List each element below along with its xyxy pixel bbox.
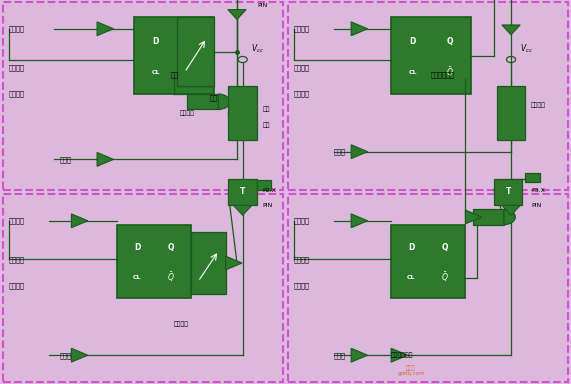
Text: 读引脚: 读引脚 [60, 156, 72, 163]
Text: Q: Q [190, 37, 196, 46]
Polygon shape [502, 25, 520, 35]
FancyBboxPatch shape [257, 180, 271, 190]
Polygon shape [465, 210, 482, 224]
Text: T: T [505, 187, 511, 197]
Polygon shape [228, 10, 246, 20]
Polygon shape [97, 152, 114, 166]
Polygon shape [351, 145, 368, 159]
Text: 电器网
gddq.com: 电器网 gddq.com [397, 365, 425, 376]
Text: 读锁存器: 读锁存器 [294, 217, 310, 224]
Text: 内部总线: 内部总线 [294, 64, 310, 71]
Text: Q: Q [447, 37, 453, 46]
Text: 读锁存器: 读锁存器 [9, 25, 25, 32]
Text: CL: CL [407, 275, 416, 280]
Text: 控制: 控制 [210, 94, 218, 101]
Text: CL: CL [408, 70, 417, 75]
Text: 内部总线: 内部总线 [9, 64, 25, 71]
Text: 多路开关: 多路开关 [180, 111, 195, 116]
Text: $\bar{Q}$: $\bar{Q}$ [167, 270, 175, 284]
Text: 内部总线: 内部总线 [294, 256, 310, 263]
FancyBboxPatch shape [525, 173, 540, 182]
Polygon shape [234, 205, 252, 215]
Text: D: D [408, 243, 415, 253]
Text: 读引脚: 读引脚 [60, 352, 72, 359]
Text: Q: Q [168, 243, 175, 253]
Text: P2.X: P2.X [263, 187, 276, 193]
Text: 写锁存器: 写锁存器 [9, 283, 25, 290]
Polygon shape [226, 256, 242, 270]
Text: Q: Q [442, 243, 449, 253]
Text: 写锁存器: 写锁存器 [294, 91, 310, 98]
Text: 读引脚: 读引脚 [334, 352, 346, 359]
Text: 多路开关: 多路开关 [174, 322, 189, 327]
Polygon shape [228, 113, 246, 123]
Text: $V_{cc}$: $V_{cc}$ [520, 42, 533, 55]
Polygon shape [351, 348, 368, 362]
Text: CL: CL [151, 70, 160, 75]
Text: PIN: PIN [257, 3, 267, 8]
Text: 内部: 内部 [263, 107, 270, 112]
Text: 地址: 地址 [170, 71, 178, 78]
Text: 读锁存器: 读锁存器 [294, 25, 310, 32]
FancyBboxPatch shape [117, 225, 191, 298]
Text: $\bar{Q}$: $\bar{Q}$ [441, 270, 449, 284]
Text: 内部提升: 内部提升 [531, 103, 546, 108]
Text: D: D [409, 37, 416, 46]
FancyBboxPatch shape [228, 86, 257, 140]
Wedge shape [504, 209, 516, 225]
FancyBboxPatch shape [288, 2, 568, 190]
Polygon shape [71, 214, 88, 228]
FancyBboxPatch shape [228, 179, 257, 205]
Text: 第二输出功能: 第二输出功能 [431, 71, 455, 78]
FancyBboxPatch shape [3, 194, 283, 382]
Text: T: T [240, 187, 246, 197]
FancyBboxPatch shape [288, 194, 568, 382]
FancyBboxPatch shape [3, 2, 283, 190]
Text: 写锁存器: 写锁存器 [9, 91, 25, 98]
FancyBboxPatch shape [494, 179, 522, 205]
Text: 内部总线: 内部总线 [9, 256, 25, 263]
Wedge shape [218, 94, 230, 109]
Text: $\bar{Q}$: $\bar{Q}$ [188, 66, 196, 79]
Polygon shape [351, 22, 368, 36]
Text: CL: CL [133, 275, 142, 280]
Polygon shape [502, 205, 520, 215]
Text: PIN: PIN [531, 203, 541, 208]
Polygon shape [391, 348, 408, 362]
FancyBboxPatch shape [391, 17, 471, 94]
FancyBboxPatch shape [134, 17, 214, 94]
Polygon shape [97, 22, 114, 36]
Text: 读锁存器: 读锁存器 [9, 217, 25, 224]
FancyBboxPatch shape [191, 232, 226, 294]
FancyBboxPatch shape [497, 86, 525, 140]
Text: 写锁存器: 写锁存器 [294, 283, 310, 290]
Text: $V_{cc}$: $V_{cc}$ [251, 42, 264, 55]
Text: 读引脚: 读引脚 [334, 148, 346, 155]
FancyBboxPatch shape [391, 225, 465, 298]
FancyBboxPatch shape [187, 94, 218, 109]
Text: 提升: 提升 [263, 122, 270, 127]
FancyBboxPatch shape [177, 17, 214, 86]
Polygon shape [351, 214, 368, 228]
Text: D: D [134, 243, 140, 253]
Text: 第二输入功能: 第二输入功能 [391, 353, 413, 358]
Text: PIN: PIN [531, 0, 541, 1]
Polygon shape [71, 348, 88, 362]
FancyBboxPatch shape [473, 209, 504, 225]
Text: PIN: PIN [263, 203, 273, 208]
Text: P3.X: P3.X [531, 187, 545, 193]
Text: $\bar{Q}$: $\bar{Q}$ [445, 66, 453, 79]
Text: D: D [152, 37, 159, 46]
